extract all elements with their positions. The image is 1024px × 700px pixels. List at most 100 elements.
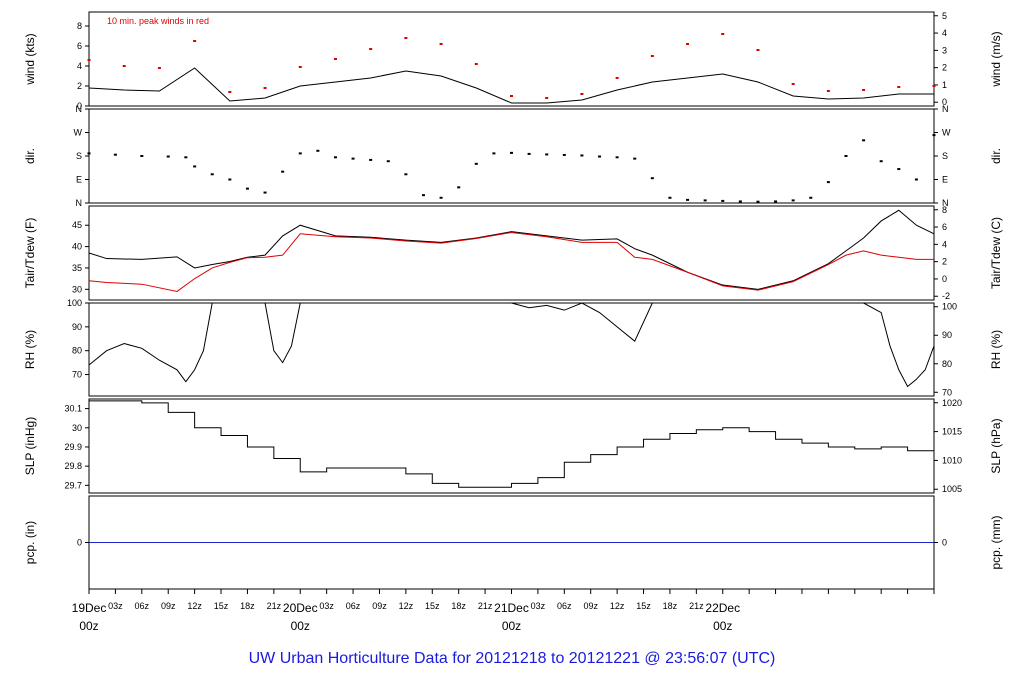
y-axis-label-left: dir. xyxy=(23,148,37,164)
y-axis-label-left: wind (kts) xyxy=(23,33,37,85)
y-tick-label-right: 1 xyxy=(942,80,947,90)
data-point xyxy=(756,200,760,203)
data-point xyxy=(668,196,672,199)
data-point xyxy=(193,165,197,168)
data-point xyxy=(738,200,742,203)
y-tick-label-right: 5 xyxy=(942,11,947,21)
x-day-label: 20Dec xyxy=(283,601,318,615)
x-tick-label: 15z xyxy=(636,601,651,611)
data-point xyxy=(615,77,619,79)
y-tick-label-left: 45 xyxy=(72,220,82,230)
y-tick-label-left: 35 xyxy=(72,263,82,273)
y-tick-label-left: 0 xyxy=(77,101,82,111)
y-tick-label-left: N xyxy=(76,198,83,208)
y-axis-label-right: dir. xyxy=(989,148,1003,164)
data-point xyxy=(404,37,408,39)
y-axis-label-left: SLP (inHg) xyxy=(23,417,37,475)
data-point xyxy=(474,63,478,65)
x-tick-label: 15z xyxy=(425,601,440,611)
y-axis-label-right: wind (m/s) xyxy=(989,31,1003,87)
x-tick-label: 03z xyxy=(319,601,334,611)
data-point xyxy=(862,89,866,91)
x-day-label: 19Dec xyxy=(72,601,107,615)
data-point xyxy=(439,43,443,45)
data-point xyxy=(510,95,513,97)
data-point xyxy=(615,156,619,159)
x-tick-label: 18z xyxy=(451,601,466,611)
data-point xyxy=(598,155,602,158)
data-point xyxy=(193,40,197,42)
data-point xyxy=(756,49,760,51)
y-tick-label-right: 8 xyxy=(942,205,947,215)
data-point xyxy=(386,160,390,163)
y-tick-label-left: 30 xyxy=(72,284,82,294)
x-tick-label: 09z xyxy=(583,601,598,611)
y-tick-label-right: 3 xyxy=(942,45,947,55)
peak-wind-annotation: 10 min. peak winds in red xyxy=(107,16,209,26)
data-point xyxy=(457,186,461,189)
data-point xyxy=(87,152,91,155)
y-tick-label-right: 90 xyxy=(942,330,952,340)
data-point xyxy=(245,187,249,190)
y-axis-label-right: pcp. (mm) xyxy=(989,515,1003,569)
y-tick-label-right: 80 xyxy=(942,359,952,369)
data-point xyxy=(791,199,795,202)
y-tick-label-right: 0 xyxy=(942,538,947,548)
x-tick-label: 06z xyxy=(557,601,572,611)
y-tick-label-right: N xyxy=(942,104,949,114)
x-tick-label: 09z xyxy=(161,601,176,611)
x-day-time-label: 00z xyxy=(291,619,310,633)
y-tick-label-right: 0 xyxy=(942,97,947,107)
data-point xyxy=(228,91,232,93)
data-point xyxy=(298,66,302,68)
data-point xyxy=(439,196,443,199)
data-point xyxy=(826,181,830,184)
data-point xyxy=(333,58,337,60)
data-point xyxy=(184,156,188,159)
data-point xyxy=(281,170,285,173)
data-point xyxy=(721,199,725,202)
panel-frame xyxy=(88,205,935,301)
y-tick-label-right: 0 xyxy=(942,274,947,284)
data-point xyxy=(263,87,267,89)
footer-title: UW Urban Horticulture Data for 20121218 … xyxy=(248,650,776,667)
x-day-time-label: 00z xyxy=(713,619,732,633)
data-point xyxy=(545,97,549,99)
y-axis-label-left: RH (%) xyxy=(23,330,37,369)
data-point xyxy=(316,149,320,152)
y-tick-label-right: 100 xyxy=(942,302,957,312)
y-tick-label-left: 40 xyxy=(72,242,82,252)
data-point xyxy=(862,139,866,142)
y-tick-label-left: 70 xyxy=(72,370,82,380)
y-tick-label-right: 4 xyxy=(942,28,947,38)
series-line xyxy=(88,209,935,290)
y-tick-label-left: 100 xyxy=(67,298,82,308)
panel-frame xyxy=(88,11,935,107)
y-tick-label-right: E xyxy=(942,175,948,185)
data-point xyxy=(580,93,584,95)
panel-frame xyxy=(88,302,935,397)
data-point xyxy=(650,177,654,180)
y-tick-label-left: 29.8 xyxy=(64,461,82,471)
x-tick-label: 21z xyxy=(267,601,282,611)
x-tick-label: 03z xyxy=(531,601,546,611)
y-tick-label-left: S xyxy=(76,151,82,161)
data-point xyxy=(140,155,144,157)
y-tick-label-left: 0 xyxy=(77,538,82,548)
y-tick-label-left: W xyxy=(74,128,83,138)
data-point xyxy=(914,178,918,181)
y-tick-label-right: -2 xyxy=(942,291,950,301)
y-tick-label-left: 30.1 xyxy=(64,404,82,414)
data-point xyxy=(932,134,936,137)
y-tick-label-right: W xyxy=(942,128,951,138)
y-tick-label-right: S xyxy=(942,151,948,161)
data-point xyxy=(527,152,531,155)
y-tick-label-right: 6 xyxy=(942,222,947,232)
x-tick-label: 12z xyxy=(399,601,414,611)
data-point xyxy=(351,157,355,160)
series-line xyxy=(88,231,934,292)
y-tick-label-right: 1015 xyxy=(942,427,962,437)
y-axis-label-right: SLP (hPa) xyxy=(989,418,1003,473)
data-point xyxy=(686,43,690,45)
